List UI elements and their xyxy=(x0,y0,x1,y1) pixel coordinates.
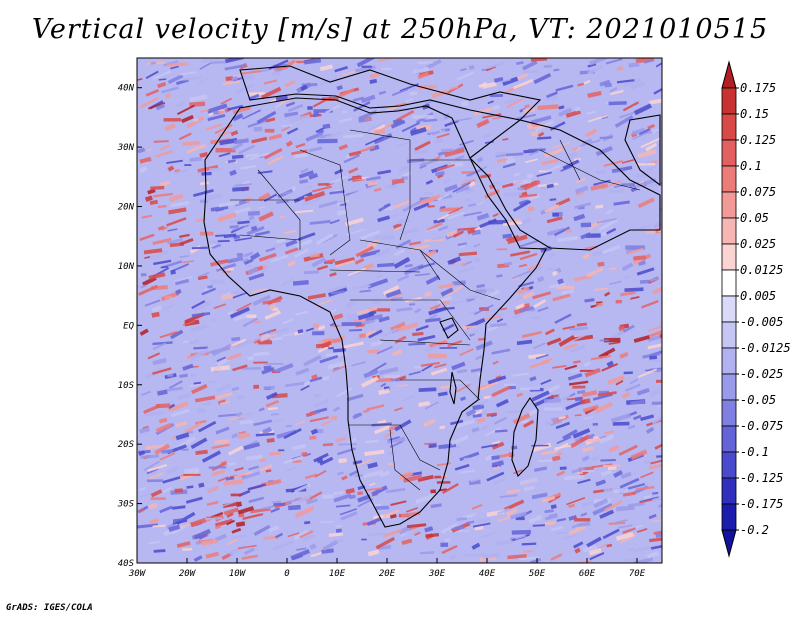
colorbar-label: 0.075 xyxy=(740,185,776,199)
lon-tick-label: 20W xyxy=(179,569,197,579)
colorbar: 0.175 0.15 0.125 0.1 0.075 0.05 0.025 0.0125 0.0… xyxy=(721,60,791,558)
colorbar-swatch xyxy=(721,217,737,245)
lat-tick-label: 40S xyxy=(118,559,135,569)
colorbar-swatch xyxy=(721,451,737,479)
colorbar-swatch xyxy=(721,477,737,505)
colorbar-label: -0.0125 xyxy=(740,341,791,355)
lon-tick-label: 40E xyxy=(479,569,496,579)
lon-tick-label: 60E xyxy=(579,569,596,579)
colorbar-swatch xyxy=(721,321,737,349)
country-borders xyxy=(230,129,641,491)
coastlines xyxy=(203,65,661,528)
colorbar-label: 0.05 xyxy=(740,211,769,225)
lat-tick-label: 10S xyxy=(118,381,135,391)
lake-victoria xyxy=(439,317,459,339)
colorbar-swatch xyxy=(721,139,737,167)
colorbar-swatch xyxy=(721,295,737,323)
colorbar-label: -0.075 xyxy=(740,419,783,433)
lat-tick-label: 20N xyxy=(118,203,135,213)
india-coastline xyxy=(624,114,661,187)
colorbar-bottom-arrow xyxy=(721,529,737,558)
lat-tick-label: 30S xyxy=(117,500,135,510)
colorbar-swatch xyxy=(721,425,737,453)
lake-malawi xyxy=(449,371,457,405)
colorbar-label: -0.1 xyxy=(740,445,769,459)
lon-tick-label: 0 xyxy=(284,569,289,579)
lat-tick-label: 10N xyxy=(118,262,135,272)
colorbar-swatch xyxy=(721,399,737,427)
lat-tick-label: 40N xyxy=(118,84,135,94)
colorbar-swatch xyxy=(721,347,737,375)
colorbar-label: -0.125 xyxy=(740,471,783,485)
colorbar-label: 0.0125 xyxy=(740,263,783,277)
map-title: Vertical velocity [m/s] at 250hPa, VT: 2… xyxy=(31,14,769,45)
lat-tick-label: 20S xyxy=(118,440,135,450)
lon-tick-label: 10E xyxy=(329,569,346,579)
colorbar-label: 0.175 xyxy=(740,81,776,95)
axis-ticks: 30W 20W 10W 0 10E 20E 30E 40E 50E 60E 70E 40N 30N 20N… xyxy=(117,84,646,579)
europe-coastline xyxy=(239,65,542,121)
colorbar-swatch xyxy=(721,503,737,531)
colorbar-label: 0.125 xyxy=(740,133,776,147)
colorbar-swatch xyxy=(721,373,737,401)
lon-tick-label: 20E xyxy=(379,569,396,579)
colorbar-label: -0.2 xyxy=(740,523,769,537)
lon-tick-label: 10W xyxy=(229,569,247,579)
lat-tick-label: EQ xyxy=(123,321,134,331)
lat-tick-label: 30N xyxy=(117,143,135,153)
colorbar-swatch xyxy=(721,243,737,271)
colorbar-label: 0.025 xyxy=(740,237,776,251)
colorbar-label: 0.005 xyxy=(740,289,776,303)
colorbar-label: 0.1 xyxy=(740,159,762,173)
lon-tick-label: 30E xyxy=(428,569,446,579)
africa-coastline xyxy=(203,97,547,528)
colorbar-label: -0.175 xyxy=(740,497,783,511)
lon-tick-label: 70E xyxy=(629,569,646,579)
lon-tick-label: 50E xyxy=(529,569,546,579)
colorbar-swatch xyxy=(721,165,737,193)
colorbar-top-arrow xyxy=(721,60,737,89)
arabia-coastline xyxy=(469,119,661,251)
colorbar-swatch xyxy=(721,113,737,141)
grads-credit: GrADS: IGES/COLA xyxy=(6,603,93,613)
colorbar-label: -0.005 xyxy=(740,315,783,329)
plot-frame xyxy=(136,57,663,564)
colorbar-label: 0.15 xyxy=(740,107,769,121)
colorbar-swatch xyxy=(721,191,737,219)
madagascar-coastline xyxy=(511,397,539,477)
lon-tick-label: 30W xyxy=(128,569,147,579)
colorbar-label: -0.025 xyxy=(740,367,783,381)
colorbar-label: -0.05 xyxy=(740,393,776,407)
colorbar-swatch xyxy=(721,269,737,297)
colorbar-swatch xyxy=(721,87,737,115)
